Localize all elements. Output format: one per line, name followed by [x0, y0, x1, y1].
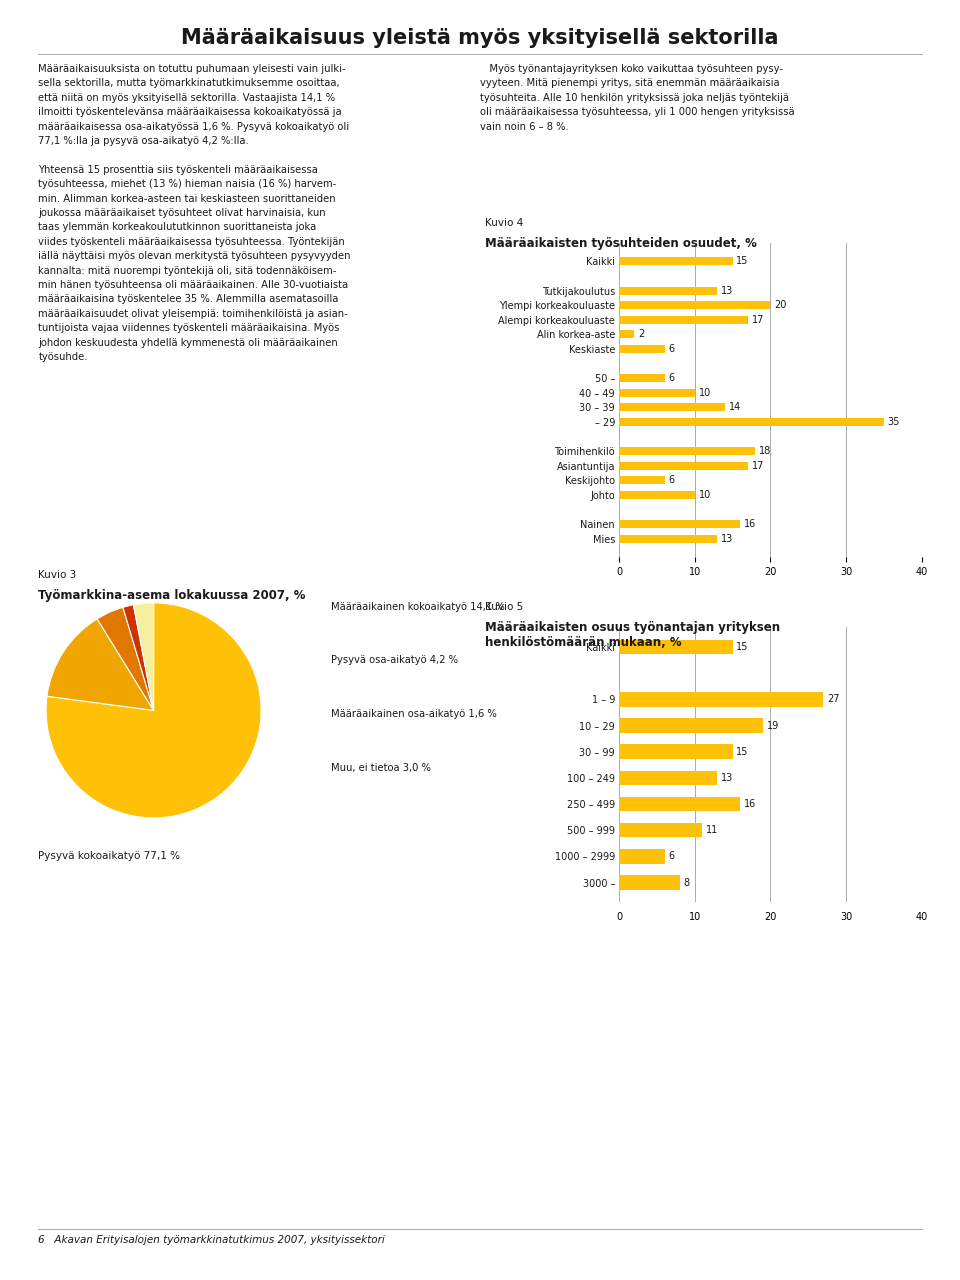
Text: 6: 6	[668, 374, 675, 383]
Text: 16: 16	[744, 518, 756, 529]
Bar	[619, 771, 717, 785]
Bar	[619, 823, 703, 837]
Bar	[619, 403, 725, 411]
Bar	[619, 374, 664, 383]
Text: 17: 17	[752, 315, 764, 325]
Bar	[619, 520, 740, 527]
Text: Myös työnantajayrityksen koko vaikuttaa työsuhteen pysy-
vyyteen. Mitä pienempi : Myös työnantajayrityksen koko vaikuttaa …	[480, 64, 795, 132]
Text: 6: 6	[668, 344, 675, 355]
Text: Määräaikaisuuksista on totuttu puhumaan yleisesti vain julki-
sella sektorilla, : Määräaikaisuuksista on totuttu puhumaan …	[38, 64, 351, 362]
Bar	[619, 797, 740, 812]
Text: Muu, ei tietoa 3,0 %: Muu, ei tietoa 3,0 %	[331, 763, 431, 773]
Text: 8: 8	[684, 878, 689, 888]
Text: Määräaikainen osa-aikatyö 1,6 %: Määräaikainen osa-aikatyö 1,6 %	[331, 709, 497, 719]
Text: 35: 35	[888, 417, 900, 426]
Text: 14: 14	[729, 402, 741, 412]
Text: 13: 13	[721, 285, 733, 296]
Wedge shape	[46, 603, 261, 818]
Text: Kuvio 3: Kuvio 3	[38, 570, 77, 580]
Bar	[619, 330, 635, 338]
Text: 10: 10	[699, 388, 710, 398]
Bar	[619, 490, 695, 499]
Bar	[619, 417, 884, 426]
Wedge shape	[123, 604, 154, 710]
Wedge shape	[97, 607, 154, 710]
Text: 15: 15	[736, 256, 749, 266]
Bar	[619, 876, 680, 890]
Wedge shape	[133, 603, 154, 710]
Bar	[619, 316, 748, 324]
Bar	[619, 718, 763, 732]
Bar	[619, 692, 824, 707]
Bar	[619, 389, 695, 397]
Text: Määräaikainen kokoaikatyö 14,1 %: Määräaikainen kokoaikatyö 14,1 %	[331, 602, 505, 612]
Text: 19: 19	[767, 721, 779, 731]
Bar	[619, 745, 732, 759]
Text: Pysyvä kokoaikatyö 77,1 %: Pysyvä kokoaikatyö 77,1 %	[38, 851, 180, 861]
Text: 13: 13	[721, 534, 733, 544]
Text: Määräaikaisten työsuhteiden osuudet, %: Määräaikaisten työsuhteiden osuudet, %	[485, 237, 756, 250]
Text: 17: 17	[752, 461, 764, 471]
Bar	[619, 301, 770, 310]
Bar	[619, 535, 717, 543]
Bar	[619, 447, 756, 456]
Text: 15: 15	[736, 746, 749, 756]
Text: Pysyvä osa-aikatyö 4,2 %: Pysyvä osa-aikatyö 4,2 %	[331, 655, 458, 666]
Text: 16: 16	[744, 799, 756, 809]
Bar	[619, 344, 664, 353]
Text: Määräaikaisten osuus työnantajan yrityksen
henkilöstömäärän mukaan, %: Määräaikaisten osuus työnantajan yrityks…	[485, 621, 780, 649]
Bar	[619, 287, 717, 294]
Text: 13: 13	[721, 773, 733, 783]
Text: 6: 6	[668, 475, 675, 485]
Wedge shape	[47, 620, 154, 710]
Text: Määräaikaisuus yleistä myös yksityisellä sektorilla: Määräaikaisuus yleistä myös yksityisellä…	[181, 28, 779, 49]
Text: Työmarkkina-asema lokakuussa 2007, %: Työmarkkina-asema lokakuussa 2007, %	[38, 589, 306, 602]
Text: 20: 20	[774, 301, 786, 310]
Bar	[619, 257, 732, 265]
Bar	[619, 462, 748, 470]
Text: Kuvio 5: Kuvio 5	[485, 602, 523, 612]
Text: 18: 18	[759, 445, 771, 456]
Text: 6: 6	[668, 851, 675, 861]
Text: 2: 2	[638, 329, 644, 339]
Text: 6   Akavan Erityisalojen työmarkkinatutkimus 2007, yksityissektori: 6 Akavan Erityisalojen työmarkkinatutkim…	[38, 1235, 385, 1245]
Bar	[619, 850, 664, 864]
Bar	[619, 476, 664, 484]
Text: 11: 11	[707, 826, 718, 836]
Text: 15: 15	[736, 641, 749, 652]
Text: Kuvio 4: Kuvio 4	[485, 218, 523, 228]
Text: 27: 27	[828, 694, 840, 704]
Bar	[619, 640, 732, 654]
Text: 10: 10	[699, 490, 710, 499]
